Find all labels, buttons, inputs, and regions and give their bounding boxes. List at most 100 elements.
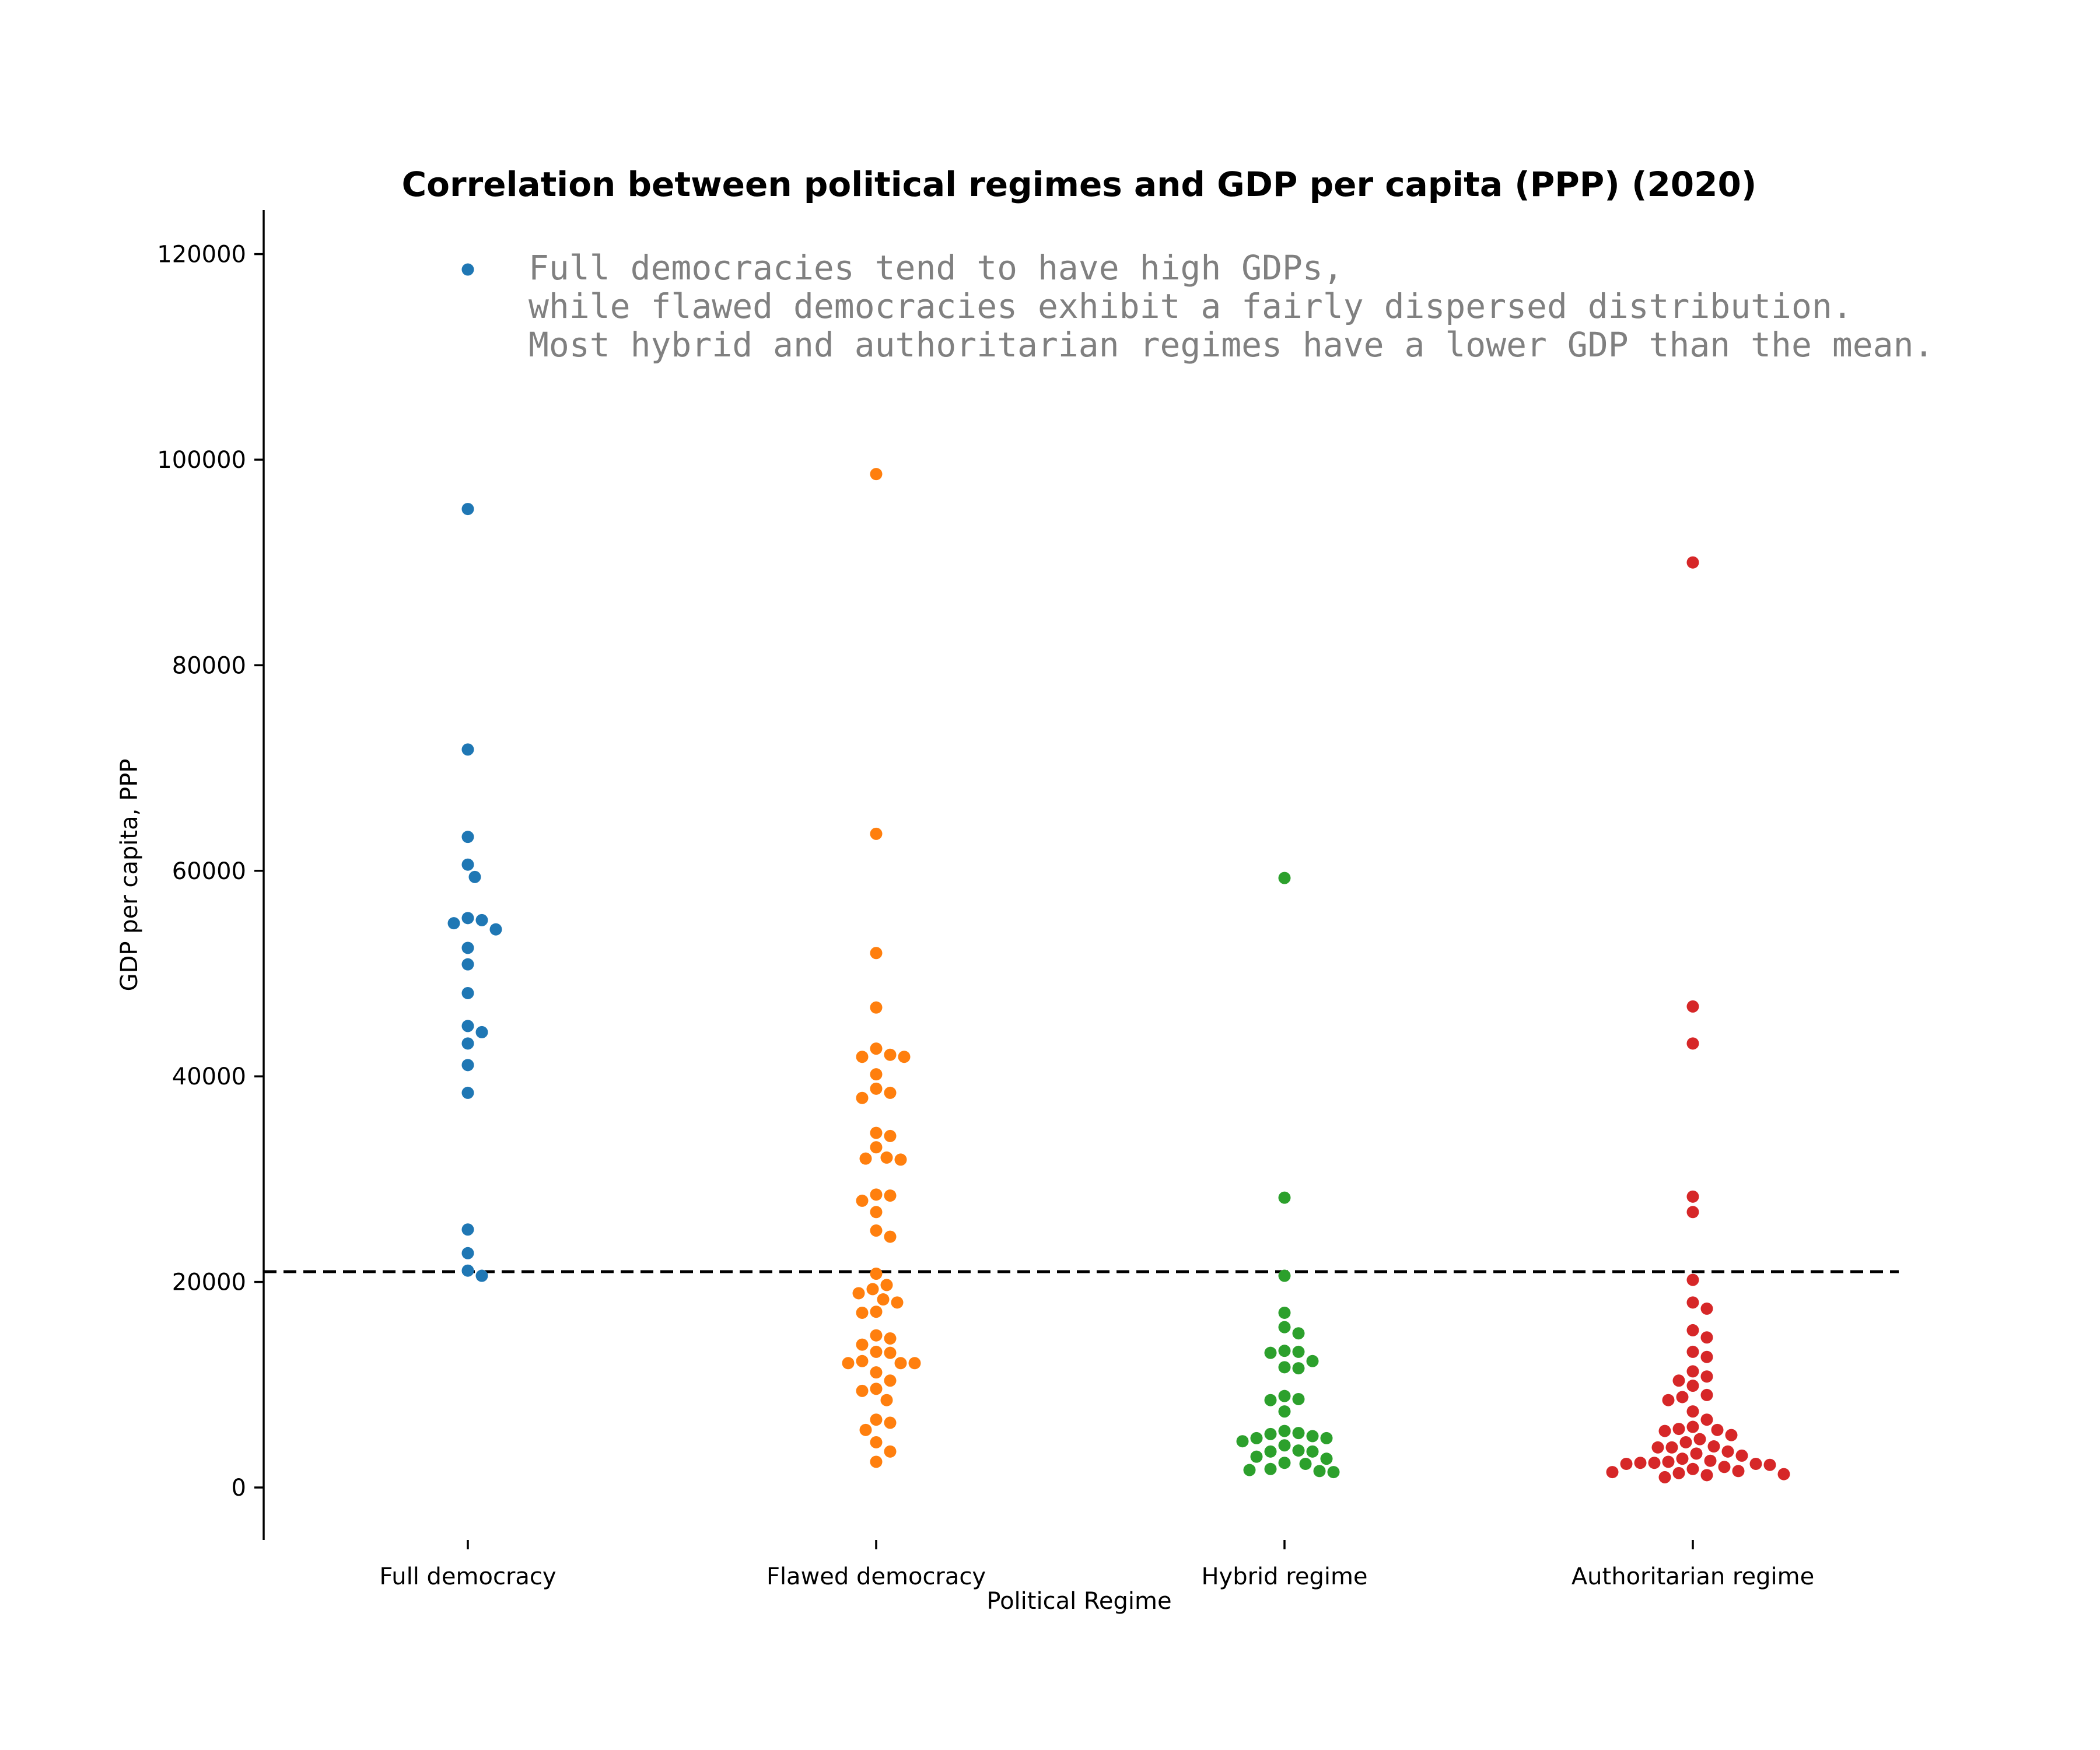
data-point — [1278, 1405, 1291, 1418]
data-point — [1278, 1191, 1291, 1204]
data-point — [894, 1153, 907, 1166]
data-point — [461, 1086, 474, 1099]
data-point — [1292, 1392, 1305, 1405]
data-point — [1278, 1457, 1291, 1469]
y-tick-label: 60000 — [172, 858, 246, 885]
data-point — [1700, 1302, 1713, 1315]
data-point — [1777, 1468, 1790, 1480]
data-point — [489, 923, 502, 936]
data-point — [1679, 1436, 1692, 1448]
data-point — [1686, 556, 1699, 569]
data-point — [856, 1051, 869, 1063]
data-point — [884, 1445, 897, 1458]
data-point — [1250, 1450, 1263, 1463]
data-point — [447, 917, 460, 930]
data-point — [461, 503, 474, 516]
data-point — [894, 1357, 907, 1370]
data-point — [870, 1224, 883, 1237]
data-point — [884, 1129, 897, 1142]
data-point — [1278, 1269, 1291, 1282]
data-point — [1686, 1345, 1699, 1358]
data-point — [1693, 1433, 1706, 1446]
data-point — [870, 1329, 883, 1342]
data-point — [870, 1345, 883, 1358]
data-point — [1686, 1190, 1699, 1203]
data-point — [856, 1338, 869, 1351]
data-point — [870, 1268, 883, 1280]
data-point — [1662, 1394, 1675, 1406]
data-point — [461, 263, 474, 276]
data-point — [880, 1279, 893, 1292]
data-point — [1250, 1432, 1263, 1444]
data-point — [870, 1042, 883, 1055]
chart-title: Correlation between political regimes an… — [402, 164, 1757, 204]
data-point — [1749, 1457, 1762, 1470]
data-point — [884, 1346, 897, 1359]
data-point — [1264, 1346, 1277, 1359]
data-point — [1313, 1465, 1326, 1478]
data-point — [1320, 1432, 1333, 1444]
data-point — [870, 1366, 883, 1379]
data-point — [1243, 1464, 1256, 1476]
data-point — [461, 958, 474, 971]
data-point — [1278, 872, 1291, 884]
data-point — [884, 1048, 897, 1061]
data-point — [1278, 1361, 1291, 1374]
annotation-line-3: Most hybrid and authoritarian regimes ha… — [528, 325, 1934, 365]
annotation-text: Full democracies tend to have high GDPs,… — [528, 248, 1934, 365]
data-point — [1686, 1405, 1699, 1418]
data-point — [1700, 1469, 1713, 1482]
data-point — [870, 827, 883, 840]
data-point — [461, 1020, 474, 1032]
data-point — [842, 1357, 855, 1370]
data-point — [870, 1001, 883, 1014]
data-point — [884, 1189, 897, 1202]
data-point — [870, 1206, 883, 1219]
data-point — [859, 1423, 872, 1436]
data-point — [1686, 1462, 1699, 1475]
data-point — [1264, 1445, 1277, 1458]
data-point — [908, 1357, 921, 1370]
data-point — [1278, 1424, 1291, 1437]
data-point — [856, 1091, 869, 1104]
data-point — [1700, 1331, 1713, 1344]
data-point — [1700, 1370, 1713, 1383]
data-point — [870, 1068, 883, 1081]
data-point — [1718, 1461, 1731, 1474]
x-tick-label: Hybrid regime — [1201, 1563, 1367, 1590]
x-tick-label: Authoritarian regime — [1572, 1563, 1814, 1590]
data-point — [1686, 1296, 1699, 1309]
data-point — [1686, 1324, 1699, 1336]
annotation-line-2: while flawed democracies exhibit a fairl… — [528, 286, 1853, 326]
data-point — [1686, 1206, 1699, 1219]
data-point — [461, 1037, 474, 1050]
data-point — [852, 1287, 865, 1300]
data-point — [880, 1394, 893, 1406]
data-point — [1672, 1466, 1685, 1479]
data-point — [1704, 1454, 1717, 1467]
data-point — [1648, 1457, 1661, 1469]
data-point — [1700, 1388, 1713, 1401]
data-point — [870, 1382, 883, 1395]
data-point — [1292, 1444, 1305, 1457]
data-point — [1658, 1424, 1671, 1437]
x-axis-ticks: Full democracy Flawed democracy Hybrid reg… — [379, 1540, 1814, 1590]
data-point — [870, 468, 883, 481]
data-point — [475, 914, 488, 926]
data-point — [1676, 1391, 1689, 1404]
data-point — [1278, 1390, 1291, 1402]
data-point — [870, 1455, 883, 1468]
data-point — [856, 1306, 869, 1319]
data-point — [1725, 1429, 1738, 1441]
data-point — [461, 1264, 474, 1277]
data-point — [461, 858, 474, 871]
data-point — [856, 1384, 869, 1397]
y-tick-label: 40000 — [172, 1063, 246, 1090]
data-point — [1686, 1037, 1699, 1050]
data-point — [856, 1354, 869, 1367]
data-point — [1676, 1452, 1689, 1465]
data-point — [870, 1188, 883, 1201]
y-tick-label: 100000 — [157, 447, 246, 474]
data-point — [870, 1413, 883, 1426]
